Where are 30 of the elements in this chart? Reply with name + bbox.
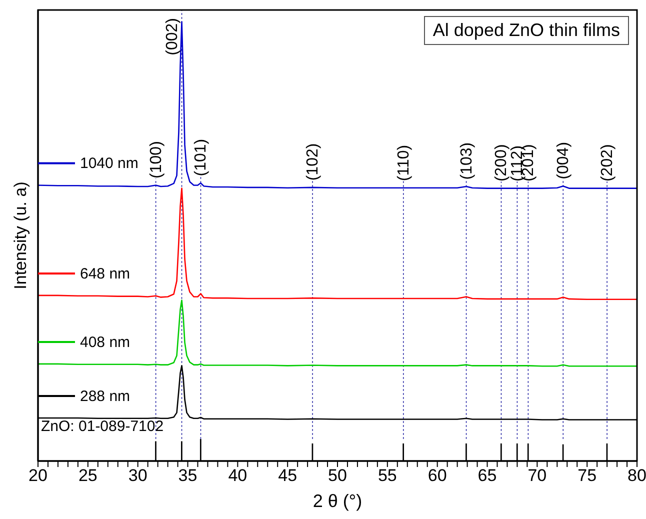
annotation: (202) [599, 144, 616, 182]
annotation: (103) [458, 142, 476, 180]
annotation: (002) [164, 18, 181, 56]
x-tick-label: 65 [478, 466, 497, 486]
annotation: (100) [148, 141, 165, 178]
x-tick-label: 75 [578, 466, 597, 486]
annotation: (101) [192, 138, 210, 176]
annotation: (102) [304, 143, 322, 181]
legend-label: 648 nm [80, 265, 130, 282]
annotation: ZnO: 01-089-7102 [41, 418, 164, 436]
x-axis-title: 2 θ (°) [312, 491, 362, 511]
x-tick-label: 25 [78, 466, 98, 486]
x-tick-label: 20 [28, 466, 48, 486]
legend-label: 1040 nm [80, 155, 138, 172]
x-tick-label: 70 [528, 466, 547, 486]
legend-label: 408 nm [80, 334, 130, 351]
x-tick-label: 35 [178, 466, 198, 486]
x-tick-label: 45 [278, 466, 298, 486]
x-tick-label: 30 [128, 466, 148, 486]
chart-title: Al doped ZnO thin films [424, 16, 629, 45]
x-tick-label: 80 [628, 466, 646, 486]
annotation: (200) [493, 144, 510, 182]
x-tick-label: 60 [428, 466, 447, 486]
annotation: (004) [555, 142, 572, 180]
x-tick-label: 40 [228, 466, 248, 486]
legend-label: 288 nm [80, 388, 130, 405]
y-axis-title: Intensity (u. a) [11, 182, 30, 290]
x-tick-label: 55 [378, 466, 397, 486]
annotation: (110) [395, 144, 412, 182]
x-tick-label: 50 [328, 466, 347, 486]
